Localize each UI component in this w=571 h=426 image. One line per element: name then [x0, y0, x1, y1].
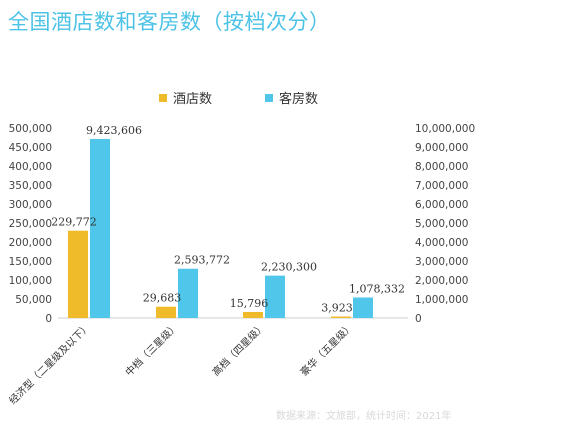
right-tick-label: 1,000,000 [415, 294, 468, 306]
right-tick-label: 6,000,000 [415, 199, 468, 211]
right-tick-label: 10,000,000 [415, 123, 475, 135]
left-tick-label: 150,000 [9, 256, 52, 268]
data-labels: 229,772 29,683 15,796 3,923 9,423,606 2,593,7… [51, 124, 405, 315]
hotel-count-bar [331, 316, 351, 318]
right-tick-label: 9,000,000 [415, 142, 468, 154]
legend: 酒店数 客房数 [159, 91, 318, 107]
left-y-axis: 0 50,000 100,000 150,000 200,000 250,000 300,0… [9, 123, 52, 325]
room-count-bar [353, 297, 373, 318]
right-tick-label: 7,000,000 [415, 180, 468, 192]
left-tick-label: 200,000 [9, 237, 52, 249]
left-tick-label: 100,000 [9, 275, 52, 287]
right-tick-label: 2,000,000 [415, 275, 468, 287]
left-tick-label: 500,000 [9, 123, 52, 135]
hotel-count-label: 15,796 [230, 297, 269, 310]
right-y-axis: 0 1,000,000 2,000,000 3,000,000 4,000,000 5,0… [415, 123, 475, 325]
room-count-label: 2,593,772 [174, 254, 230, 267]
left-tick-label: 350,000 [9, 180, 52, 192]
right-tick-label: 3,000,000 [415, 256, 468, 268]
legend-swatch-rooms [265, 94, 273, 102]
legend-swatch-hotels [159, 94, 167, 102]
category-label: 高档（四星级） [209, 320, 268, 379]
room-count-bar [265, 275, 285, 318]
left-tick-label: 300,000 [9, 199, 52, 211]
hotel-count-label: 29,683 [143, 292, 182, 305]
room-count-bar [178, 268, 198, 318]
room-count-bar [90, 138, 110, 318]
legend-label-rooms: 客房数 [279, 91, 318, 107]
left-tick-label: 400,000 [9, 161, 52, 173]
category-label: 中档（三星级） [122, 320, 181, 379]
left-tick-label: 250,000 [9, 218, 52, 230]
source-note: 数据来源：文旅部，统计时间：2021年 [276, 411, 452, 422]
left-tick-label: 50,000 [15, 294, 52, 306]
hotel-count-bar [243, 311, 263, 318]
chart-title: 全国酒店数和客房数（按档次分） [8, 10, 331, 34]
right-tick-label: 8,000,000 [415, 161, 468, 173]
hotel-count-label: 3,923 [321, 302, 353, 315]
hotel-count-bar [156, 306, 176, 318]
left-tick-label: 450,000 [9, 142, 52, 154]
bars [68, 138, 373, 318]
category-label: 豪华（五星级） [297, 320, 356, 379]
right-tick-label: 0 [415, 313, 422, 325]
room-count-label: 1,078,332 [349, 283, 405, 296]
x-axis-labels: 经济型（二星级及以下） 中档（三星级） 高档（四星级） 豪华（五星级） [6, 320, 356, 407]
right-tick-label: 4,000,000 [415, 237, 468, 249]
room-count-label: 9,423,606 [86, 124, 142, 137]
hotel-count-label: 229,772 [51, 216, 97, 229]
left-tick-label: 0 [45, 313, 52, 325]
legend-label-hotels: 酒店数 [173, 92, 212, 107]
category-label: 经济型（二星级及以下） [6, 320, 93, 407]
right-tick-label: 5,000,000 [415, 218, 468, 230]
hotel-count-bar [68, 230, 88, 318]
room-count-label: 2,230,300 [261, 261, 317, 274]
